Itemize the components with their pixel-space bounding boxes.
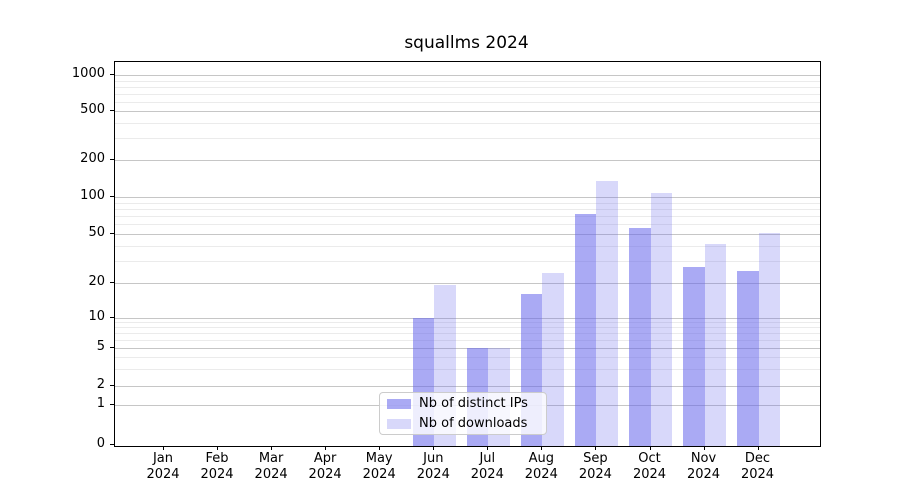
x-tick-label-jul: Jul 2024 bbox=[470, 451, 504, 482]
bar-distinct-ips-oct bbox=[629, 227, 651, 446]
gridline-minor bbox=[115, 93, 820, 95]
legend-item-downloads: Nb of downloads bbox=[380, 415, 546, 433]
gridline-minor bbox=[115, 332, 820, 334]
x-tick-label-dec: Dec 2024 bbox=[740, 451, 775, 482]
gridline-major bbox=[115, 233, 820, 235]
gridline-minor bbox=[115, 202, 820, 204]
gridline-minor bbox=[115, 86, 820, 88]
gridline-minor bbox=[115, 122, 820, 124]
y-tick-label: 1000 bbox=[71, 66, 105, 81]
bar-distinct-ips-sep bbox=[574, 213, 597, 446]
x-tick-mark bbox=[433, 446, 435, 450]
gridline-minor bbox=[115, 80, 820, 82]
bar-downloads-oct bbox=[650, 193, 672, 446]
x-tick-label-oct: Oct 2024 bbox=[632, 451, 667, 482]
x-tick-label-may: May 2024 bbox=[362, 451, 396, 482]
legend-swatch-downloads-icon bbox=[387, 418, 411, 429]
gridline-major bbox=[115, 111, 820, 112]
y-tick-mark bbox=[110, 232, 114, 234]
y-tick-mark bbox=[110, 444, 114, 445]
bar-distinct-ips-nov bbox=[683, 266, 705, 446]
x-tick-label-mar: Mar 2024 bbox=[254, 451, 288, 482]
x-tick-mark bbox=[595, 446, 597, 450]
legend-item-distinct-ips: Nb of distinct IPs bbox=[380, 395, 546, 413]
y-tick-mark bbox=[110, 281, 114, 283]
x-tick-mark bbox=[649, 446, 651, 450]
gridline-minor bbox=[115, 327, 820, 329]
x-tick-mark bbox=[217, 446, 218, 450]
x-tick-mark bbox=[163, 446, 164, 450]
chart-title: squallms 2024 bbox=[404, 33, 529, 53]
gridline-minor bbox=[115, 208, 820, 210]
y-tick-mark bbox=[110, 346, 114, 348]
y-tick-mark bbox=[110, 110, 114, 111]
x-tick-mark bbox=[541, 446, 543, 450]
bar-downloads-nov bbox=[704, 244, 726, 446]
y-tick-label: 0 bbox=[96, 436, 105, 451]
y-tick-label: 1 bbox=[96, 396, 105, 411]
y-tick-mark bbox=[110, 404, 114, 405]
gridline-minor bbox=[115, 224, 820, 225]
legend: Nb of distinct IPs Nb of downloads bbox=[379, 392, 547, 435]
x-tick-mark bbox=[487, 446, 489, 450]
bar-downloads-aug bbox=[542, 273, 564, 446]
x-tick-label-feb: Feb 2024 bbox=[200, 451, 234, 482]
x-tick-mark bbox=[271, 446, 273, 450]
gridline-minor bbox=[115, 101, 820, 103]
y-tick-mark bbox=[110, 74, 114, 75]
legend-swatch-distinct-ips-icon bbox=[387, 398, 411, 409]
legend-label-downloads: Nb of downloads bbox=[419, 416, 528, 431]
gridline-major bbox=[115, 282, 820, 284]
legend-label-distinct-ips: Nb of distinct IPs bbox=[419, 396, 528, 411]
y-axis: 0 1 2 5 10 20 50 100 200 500 1000 bbox=[0, 61, 114, 451]
x-tick-mark bbox=[703, 446, 705, 450]
gridline-minor bbox=[115, 215, 820, 217]
x-tick-mark bbox=[757, 446, 759, 450]
x-tick-label-apr: Apr 2024 bbox=[308, 451, 342, 482]
y-tick-label: 2 bbox=[96, 377, 105, 392]
y-tick-label: 5 bbox=[96, 338, 105, 354]
gridline-major bbox=[115, 197, 820, 198]
y-tick-label: 500 bbox=[80, 102, 105, 117]
y-tick-label: 50 bbox=[88, 224, 105, 240]
y-tick-mark bbox=[110, 196, 114, 197]
x-axis: Jan 2024 Feb 2024 Mar 2024 Apr 2024 May 2024 Jun 20… bbox=[114, 446, 819, 500]
gridline-minor bbox=[115, 245, 820, 247]
y-tick-mark bbox=[110, 316, 114, 318]
x-tick-label-sep: Sep 2024 bbox=[578, 451, 612, 482]
x-tick-label-jun: Jun 2024 bbox=[416, 451, 450, 482]
y-tick-label: 200 bbox=[80, 151, 105, 166]
gridline-minor bbox=[115, 339, 820, 341]
gridline-major bbox=[115, 75, 820, 76]
y-tick-label: 100 bbox=[80, 188, 105, 203]
x-tick-label-aug: Aug 2024 bbox=[524, 451, 558, 482]
gridline-minor bbox=[115, 138, 820, 140]
x-tick-label-jan: Jan 2024 bbox=[146, 451, 180, 482]
gridline-minor bbox=[115, 261, 820, 262]
plot-area bbox=[114, 61, 821, 447]
y-tick-label: 10 bbox=[88, 308, 105, 324]
y-tick-mark bbox=[110, 385, 114, 386]
bar-downloads-sep bbox=[596, 180, 618, 446]
gridline-major bbox=[115, 160, 820, 161]
y-tick-label: 20 bbox=[88, 273, 105, 289]
bar-distinct-ips-dec bbox=[737, 270, 759, 446]
x-tick-mark bbox=[379, 446, 381, 450]
y-tick-mark bbox=[110, 159, 114, 160]
x-tick-label-nov: Nov 2024 bbox=[686, 451, 721, 482]
gridline-minor bbox=[115, 322, 820, 324]
x-tick-mark bbox=[325, 446, 327, 450]
bar-downloads-dec bbox=[758, 232, 780, 446]
gridline-major bbox=[115, 317, 820, 319]
